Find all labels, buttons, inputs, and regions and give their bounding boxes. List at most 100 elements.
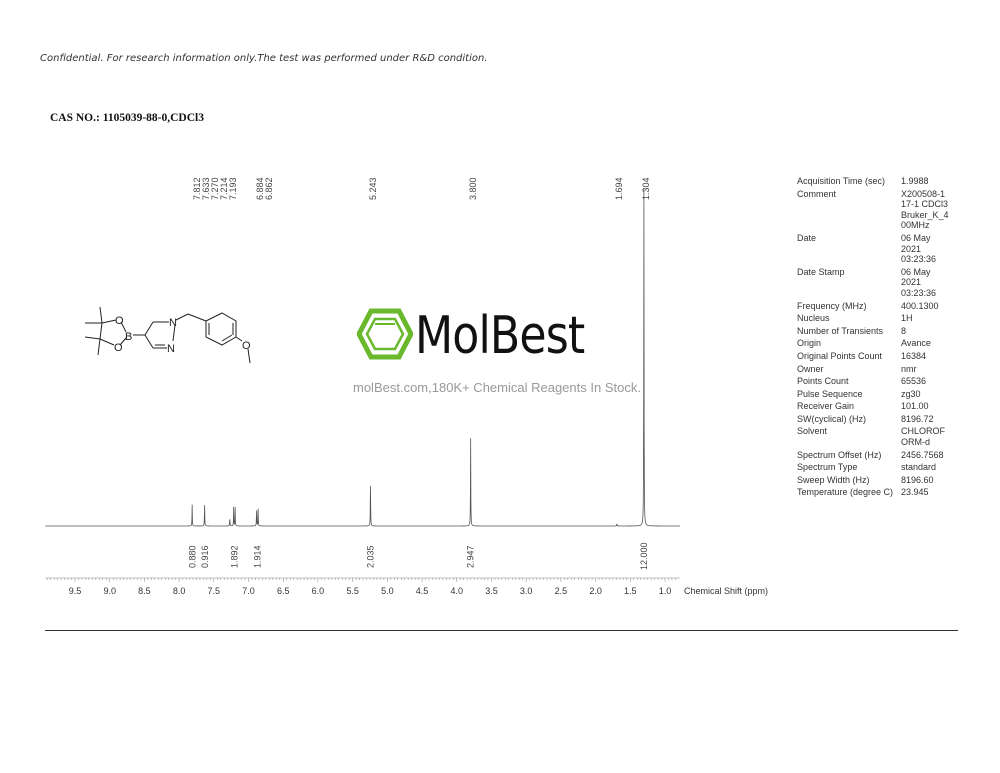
parameter-row: Acquisition Time (sec) 1.9988 (797, 176, 956, 187)
x-tick-label: 2.5 (555, 586, 568, 596)
parameter-value: 06 May 2021 03:23:36 (901, 232, 937, 265)
parameter-row: Comment X200508-1 17-1 CDCl3 Bruker_K_4 0… (797, 189, 956, 231)
parameter-value: 1.9988 (901, 176, 929, 186)
x-tick-label: 3.0 (520, 586, 533, 596)
parameter-value: standard (901, 462, 937, 473)
parameter-value: 8196.72 (901, 413, 934, 424)
parameter-key: Temperature (degree C) (797, 487, 894, 498)
parameter-value: nmr (901, 363, 917, 374)
x-tick-label: 1.0 (659, 586, 672, 596)
parameter-key: Pulse Sequence (797, 388, 863, 399)
parameter-row: Solvent CHLOROF ORM-d (797, 426, 956, 447)
parameter-key: Frequency (MHz) (797, 300, 867, 311)
parameter-value: 101.00 (901, 401, 929, 412)
cas-line: CAS NO.: 1105039-88-0,CDCl3 (50, 112, 204, 124)
spectrum-trace (45, 189, 681, 527)
parameter-key: Nucleus (797, 313, 830, 324)
atom-n: N (167, 343, 175, 355)
parameter-key: Solvent (797, 426, 828, 437)
x-tick-label: 9.0 (103, 586, 116, 596)
parameter-row: Origin Avance (797, 338, 956, 349)
atom-o: O (114, 342, 123, 354)
parameter-key: Origin (797, 338, 822, 349)
integral-label: 1.914 (253, 545, 263, 568)
parameter-value: X200508-1 17-1 CDCl3 Bruker_K_4 00MHz (901, 188, 949, 231)
parameter-key: Owner (797, 363, 824, 374)
x-tick-label: 1.5 (624, 586, 637, 596)
parameter-value: Avance (901, 338, 931, 349)
integral-label: 2.947 (466, 545, 476, 568)
x-tick-label: 7.5 (208, 586, 221, 596)
parameter-value: 65536 (901, 376, 927, 387)
peak-label: 6.884 (255, 177, 265, 200)
parameter-value: 16384 (901, 350, 927, 361)
integral-label: 12.000 (639, 542, 649, 570)
parameter-key: SW(cyclical) (Hz) (797, 413, 866, 424)
logo-hexagon-icon (357, 308, 413, 360)
peak-label: 6.862 (264, 177, 274, 200)
x-tick-label: 2.0 (589, 586, 602, 596)
parameter-value: 8 (901, 325, 907, 336)
parameter-key: Date (797, 232, 817, 243)
parameter-key: Spectrum Offset (Hz) (797, 449, 882, 460)
parameter-row: Sweep Width (Hz) 8196.60 (797, 475, 956, 486)
parameter-key: Points Count (797, 376, 849, 387)
divider (45, 630, 958, 631)
watermark-brand: MolBest (415, 306, 585, 366)
parameter-row: Number of Transients 8 (797, 326, 956, 337)
watermark-tagline: molBest.com,180K+ Chemical Reagents In S… (353, 380, 641, 395)
peak-label: 7.633 (201, 177, 211, 200)
parameter-key: Number of Transients (797, 325, 884, 336)
parameter-key: Acquisition Time (sec) (797, 176, 886, 186)
parameter-row: Date Stamp 06 May 2021 03:23:36 (797, 267, 956, 299)
parameter-row: Date 06 May 2021 03:23:36 (797, 233, 956, 265)
peak-label: 7.214 (219, 177, 229, 200)
atom-o: O (242, 340, 251, 352)
parameter-row: Spectrum Type standard (797, 462, 956, 473)
parameter-value: 06 May 2021 03:23:36 (901, 266, 937, 298)
parameter-value: 1H (901, 313, 913, 324)
x-tick-label: 5.5 (346, 586, 359, 596)
peak-label: 1.304 (641, 177, 651, 200)
parameter-value: CHLOROF ORM-d (901, 426, 946, 448)
x-tick-label: 7.0 (242, 586, 255, 596)
atom-n: N (169, 317, 177, 329)
parameter-row: Spectrum Offset (Hz) 2456.7568 (797, 450, 956, 461)
parameter-value: 8196.60 (901, 474, 934, 485)
atom-o: O (115, 315, 124, 327)
x-tick-label: 9.5 (69, 586, 82, 596)
parameter-row: Original Points Count 16384 (797, 351, 956, 362)
parameter-key: Comment (797, 188, 837, 199)
x-tick-label: 4.0 (450, 586, 463, 596)
nmr-spectrum: 7.812 7.633 7.270 7.214 7.193 6.884 6.862 5.243… (45, 177, 768, 596)
peak-label: 3.800 (468, 177, 478, 200)
parameter-value: zg30 (901, 388, 921, 399)
x-tick-label: 3.5 (485, 586, 498, 596)
parameter-row: Receiver Gain 101.00 (797, 401, 956, 412)
parameter-row: Owner nmr (797, 364, 956, 375)
integral-label: 0.880 (187, 545, 197, 568)
peak-label: 7.812 (192, 177, 202, 200)
integral-label: 1.892 (230, 545, 240, 568)
parameter-key: Original Points Count (797, 350, 883, 361)
parameter-key: Receiver Gain (797, 401, 855, 412)
x-axis-label: Chemical Shift (ppm) (684, 586, 768, 596)
x-tick-label: 6.5 (277, 586, 290, 596)
parameter-value: 23.945 (901, 487, 929, 498)
x-tick-label: 8.5 (138, 586, 151, 596)
parameter-key: Date Stamp (797, 266, 845, 277)
x-tick-label: 4.5 (416, 586, 429, 596)
parameter-row: SW(cyclical) (Hz) 8196.72 (797, 414, 956, 425)
peak-label: 7.193 (228, 177, 238, 200)
peak-label: 1.694 (614, 177, 624, 200)
parameter-key: Spectrum Type (797, 462, 858, 473)
integral-label: 0.916 (200, 545, 210, 568)
parameter-key: Sweep Width (Hz) (797, 474, 870, 485)
disclaimer: Confidential. For research information o… (40, 53, 488, 64)
x-tick-label: 8.0 (173, 586, 186, 596)
parameter-row: Nucleus 1H (797, 313, 956, 324)
peak-label: 7.270 (210, 177, 220, 200)
parameter-row: Frequency (MHz) 400.1300 (797, 301, 956, 312)
parameter-value: 2456.7568 (901, 449, 944, 460)
